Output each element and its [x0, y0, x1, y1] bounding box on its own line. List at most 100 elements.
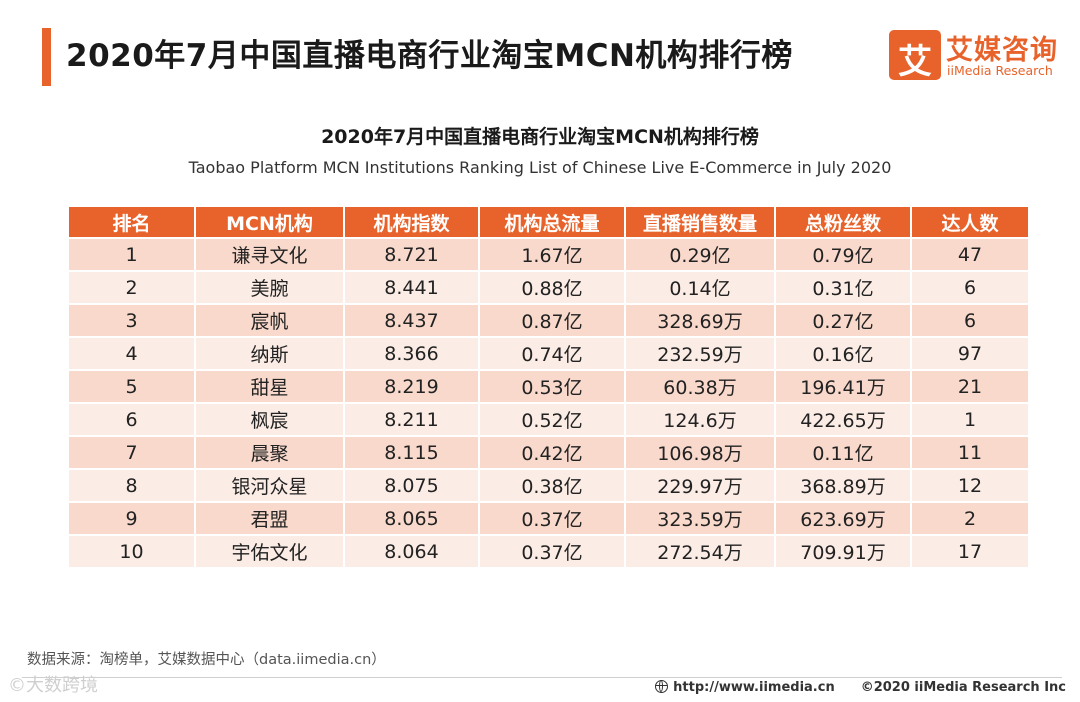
iimedia-logo: 艾 艾媒咨询 iiMedia Research	[889, 30, 1064, 82]
cell-mcn: 银河众星	[196, 470, 343, 501]
footer-info: http://www.iimedia.cn ©2020 iiMedia Resea…	[655, 680, 1066, 695]
cell-fans: 368.89万	[776, 470, 910, 501]
cell-fans: 0.11亿	[776, 437, 910, 468]
cell-traffic: 0.37亿	[480, 536, 624, 567]
cell-talents: 12	[912, 470, 1028, 501]
table-header-row: 排名 MCN机构 机构指数 机构总流量 直播销售数量 总粉丝数 达人数	[69, 207, 1028, 237]
title-accent-bar	[42, 28, 51, 86]
cell-sales: 323.59万	[626, 503, 774, 534]
cell-fans: 196.41万	[776, 371, 910, 402]
footer-divider	[22, 677, 1062, 678]
header-talents: 达人数	[912, 207, 1028, 237]
cell-mcn: 枫宸	[196, 404, 343, 435]
cell-rank: 9	[69, 503, 194, 534]
cell-traffic: 0.42亿	[480, 437, 624, 468]
table-row: 10 宇佑文化 8.064 0.37亿 272.54万 709.91万 17	[69, 536, 1028, 567]
table-title: 2020年7月中国直播电商行业淘宝MCN机构排行榜	[321, 126, 759, 148]
cell-traffic: 0.52亿	[480, 404, 624, 435]
ranking-table: 排名 MCN机构 机构指数 机构总流量 直播销售数量 总粉丝数 达人数 1 谦寻文化 8.721…	[67, 205, 1030, 569]
header-traffic: 机构总流量	[480, 207, 624, 237]
cell-sales: 232.59万	[626, 338, 774, 369]
cell-index: 8.219	[345, 371, 478, 402]
cell-sales: 60.38万	[626, 371, 774, 402]
table-row: 1 谦寻文化 8.721 1.67亿 0.29亿 0.79亿 47	[69, 239, 1028, 270]
footer-url[interactable]: http://www.iimedia.cn	[673, 680, 835, 695]
header-sales: 直播销售数量	[626, 207, 774, 237]
page-title: 2020年7月中国直播电商行业淘宝MCN机构排行榜	[66, 38, 793, 74]
cell-talents: 1	[912, 404, 1028, 435]
cell-rank: 2	[69, 272, 194, 303]
cell-talents: 21	[912, 371, 1028, 402]
table-body: 1 谦寻文化 8.721 1.67亿 0.29亿 0.79亿 47 2 美腕 8.441 0.88亿…	[69, 239, 1028, 567]
cell-talents: 17	[912, 536, 1028, 567]
cell-rank: 8	[69, 470, 194, 501]
footer-copyright: ©2020 iiMedia Research Inc	[860, 680, 1066, 695]
cell-mcn: 甜星	[196, 371, 343, 402]
cell-sales: 328.69万	[626, 305, 774, 336]
table-row: 3 宸帆 8.437 0.87亿 328.69万 0.27亿 6	[69, 305, 1028, 336]
header-fans: 总粉丝数	[776, 207, 910, 237]
cell-index: 8.366	[345, 338, 478, 369]
logo-name-cn: 艾媒咨询	[946, 35, 1058, 66]
cell-mcn: 宇佑文化	[196, 536, 343, 567]
cell-talents: 11	[912, 437, 1028, 468]
cell-talents: 6	[912, 272, 1028, 303]
cell-fans: 709.91万	[776, 536, 910, 567]
cell-index: 8.211	[345, 404, 478, 435]
data-source: 数据来源：淘榜单，艾媒数据中心（data.iimedia.cn）	[27, 652, 386, 668]
cell-mcn: 美腕	[196, 272, 343, 303]
cell-mcn: 晨聚	[196, 437, 343, 468]
cell-index: 8.437	[345, 305, 478, 336]
cell-fans: 0.79亿	[776, 239, 910, 270]
watermark: ©大数跨境	[8, 675, 98, 696]
cell-traffic: 0.88亿	[480, 272, 624, 303]
cell-rank: 4	[69, 338, 194, 369]
cell-fans: 623.69万	[776, 503, 910, 534]
cell-fans: 0.16亿	[776, 338, 910, 369]
table-row: 2 美腕 8.441 0.88亿 0.14亿 0.31亿 6	[69, 272, 1028, 303]
cell-index: 8.441	[345, 272, 478, 303]
table-row: 7 晨聚 8.115 0.42亿 106.98万 0.11亿 11	[69, 437, 1028, 468]
cell-rank: 3	[69, 305, 194, 336]
cell-mcn: 宸帆	[196, 305, 343, 336]
cell-traffic: 0.53亿	[480, 371, 624, 402]
cell-rank: 6	[69, 404, 194, 435]
cell-sales: 0.14亿	[626, 272, 774, 303]
header-rank: 排名	[69, 207, 194, 237]
cell-sales: 106.98万	[626, 437, 774, 468]
cell-talents: 97	[912, 338, 1028, 369]
cell-mcn: 谦寻文化	[196, 239, 343, 270]
cell-traffic: 0.87亿	[480, 305, 624, 336]
cell-fans: 422.65万	[776, 404, 910, 435]
cell-sales: 0.29亿	[626, 239, 774, 270]
header-mcn: MCN机构	[196, 207, 343, 237]
table-row: 8 银河众星 8.075 0.38亿 229.97万 368.89万 12	[69, 470, 1028, 501]
cell-traffic: 1.67亿	[480, 239, 624, 270]
table-row: 6 枫宸 8.211 0.52亿 124.6万 422.65万 1	[69, 404, 1028, 435]
table-row: 4 纳斯 8.366 0.74亿 232.59万 0.16亿 97	[69, 338, 1028, 369]
cell-index: 8.075	[345, 470, 478, 501]
table-row: 5 甜星 8.219 0.53亿 60.38万 196.41万 21	[69, 371, 1028, 402]
globe-icon	[655, 680, 669, 693]
cell-talents: 2	[912, 503, 1028, 534]
logo-name-en: iiMedia Research	[947, 63, 1053, 78]
cell-talents: 47	[912, 239, 1028, 270]
cell-fans: 0.31亿	[776, 272, 910, 303]
cell-traffic: 0.74亿	[480, 338, 624, 369]
cell-sales: 124.6万	[626, 404, 774, 435]
cell-index: 8.115	[345, 437, 478, 468]
cell-rank: 7	[69, 437, 194, 468]
cell-mcn: 纳斯	[196, 338, 343, 369]
cell-index: 8.065	[345, 503, 478, 534]
cell-rank: 5	[69, 371, 194, 402]
cell-fans: 0.27亿	[776, 305, 910, 336]
logo-mark: 艾	[889, 30, 941, 82]
cell-sales: 229.97万	[626, 470, 774, 501]
table-row: 9 君盟 8.065 0.37亿 323.59万 623.69万 2	[69, 503, 1028, 534]
header-index: 机构指数	[345, 207, 478, 237]
cell-sales: 272.54万	[626, 536, 774, 567]
cell-talents: 6	[912, 305, 1028, 336]
cell-index: 8.721	[345, 239, 478, 270]
cell-rank: 1	[69, 239, 194, 270]
cell-mcn: 君盟	[196, 503, 343, 534]
